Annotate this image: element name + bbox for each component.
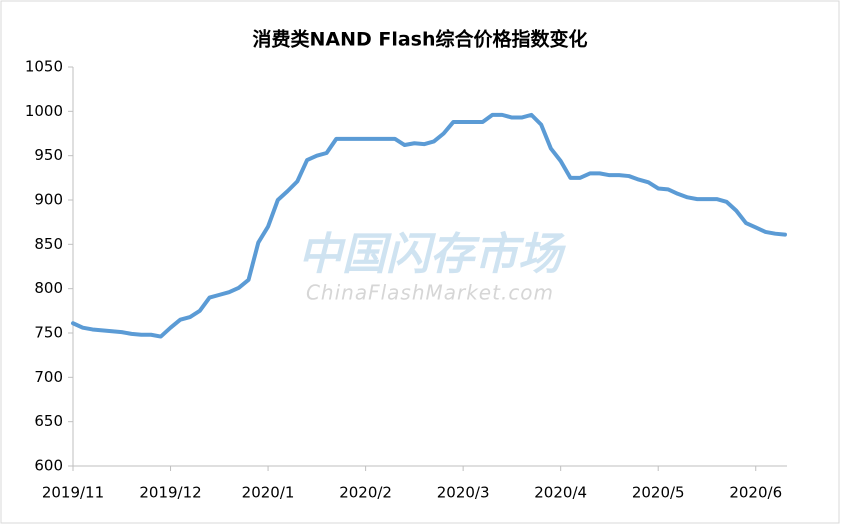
x-tick-label: 2020/5: [632, 484, 685, 502]
watermark: 中国闪存市场: [298, 229, 566, 280]
data-line: [71, 112, 787, 339]
x-tick-label: 2019/11: [42, 484, 104, 502]
x-tick-label: 2020/1: [242, 484, 295, 502]
x-tick-label: 2020/2: [339, 484, 392, 502]
x-tick-label: 2019/12: [139, 484, 201, 502]
y-tick-label: 1000: [25, 102, 63, 120]
chart-title: 消费类NAND Flash综合价格指数变化: [252, 28, 587, 51]
y-tick-label: 850: [34, 235, 63, 253]
x-tick-label: 2020/6: [729, 484, 782, 502]
y-tick-label: 1050: [25, 58, 63, 76]
y-tick-label: 900: [34, 191, 63, 209]
y-tick-label: 800: [34, 279, 63, 297]
x-tick-label: 2020/4: [534, 484, 587, 502]
x-tick-label: 2020/3: [437, 484, 490, 502]
y-tick-label: 600: [34, 457, 63, 475]
y-tick-label: 950: [34, 146, 63, 164]
y-tick-label: 700: [34, 368, 63, 386]
y-tick-label: 750: [34, 324, 63, 342]
y-tick-label: 650: [34, 412, 63, 430]
watermark-sub: ChinaFlashMarket.com: [306, 281, 554, 305]
